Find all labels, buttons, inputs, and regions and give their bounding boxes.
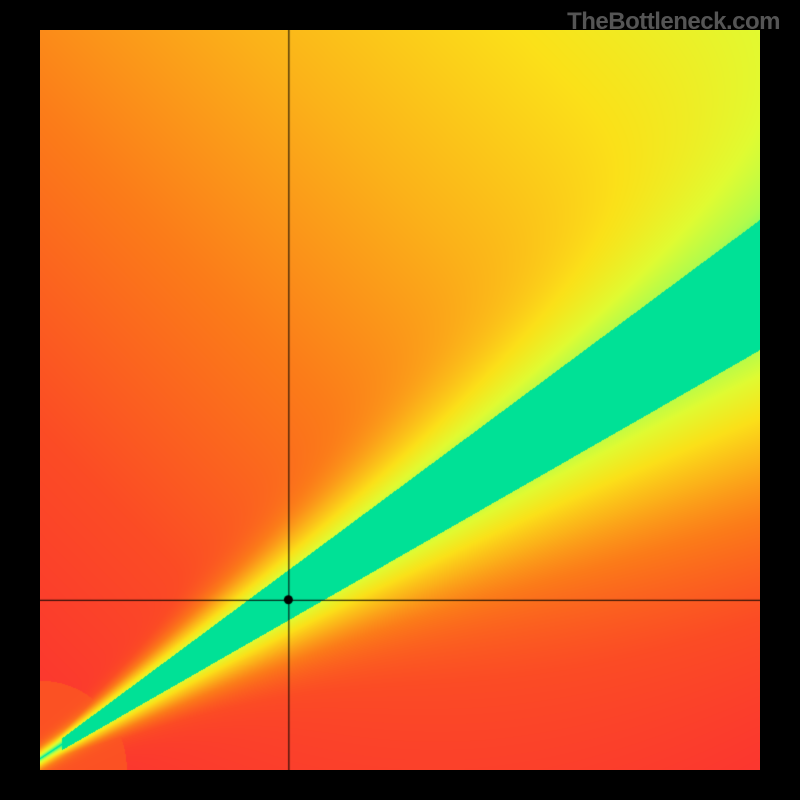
bottleneck-heatmap	[40, 30, 760, 770]
